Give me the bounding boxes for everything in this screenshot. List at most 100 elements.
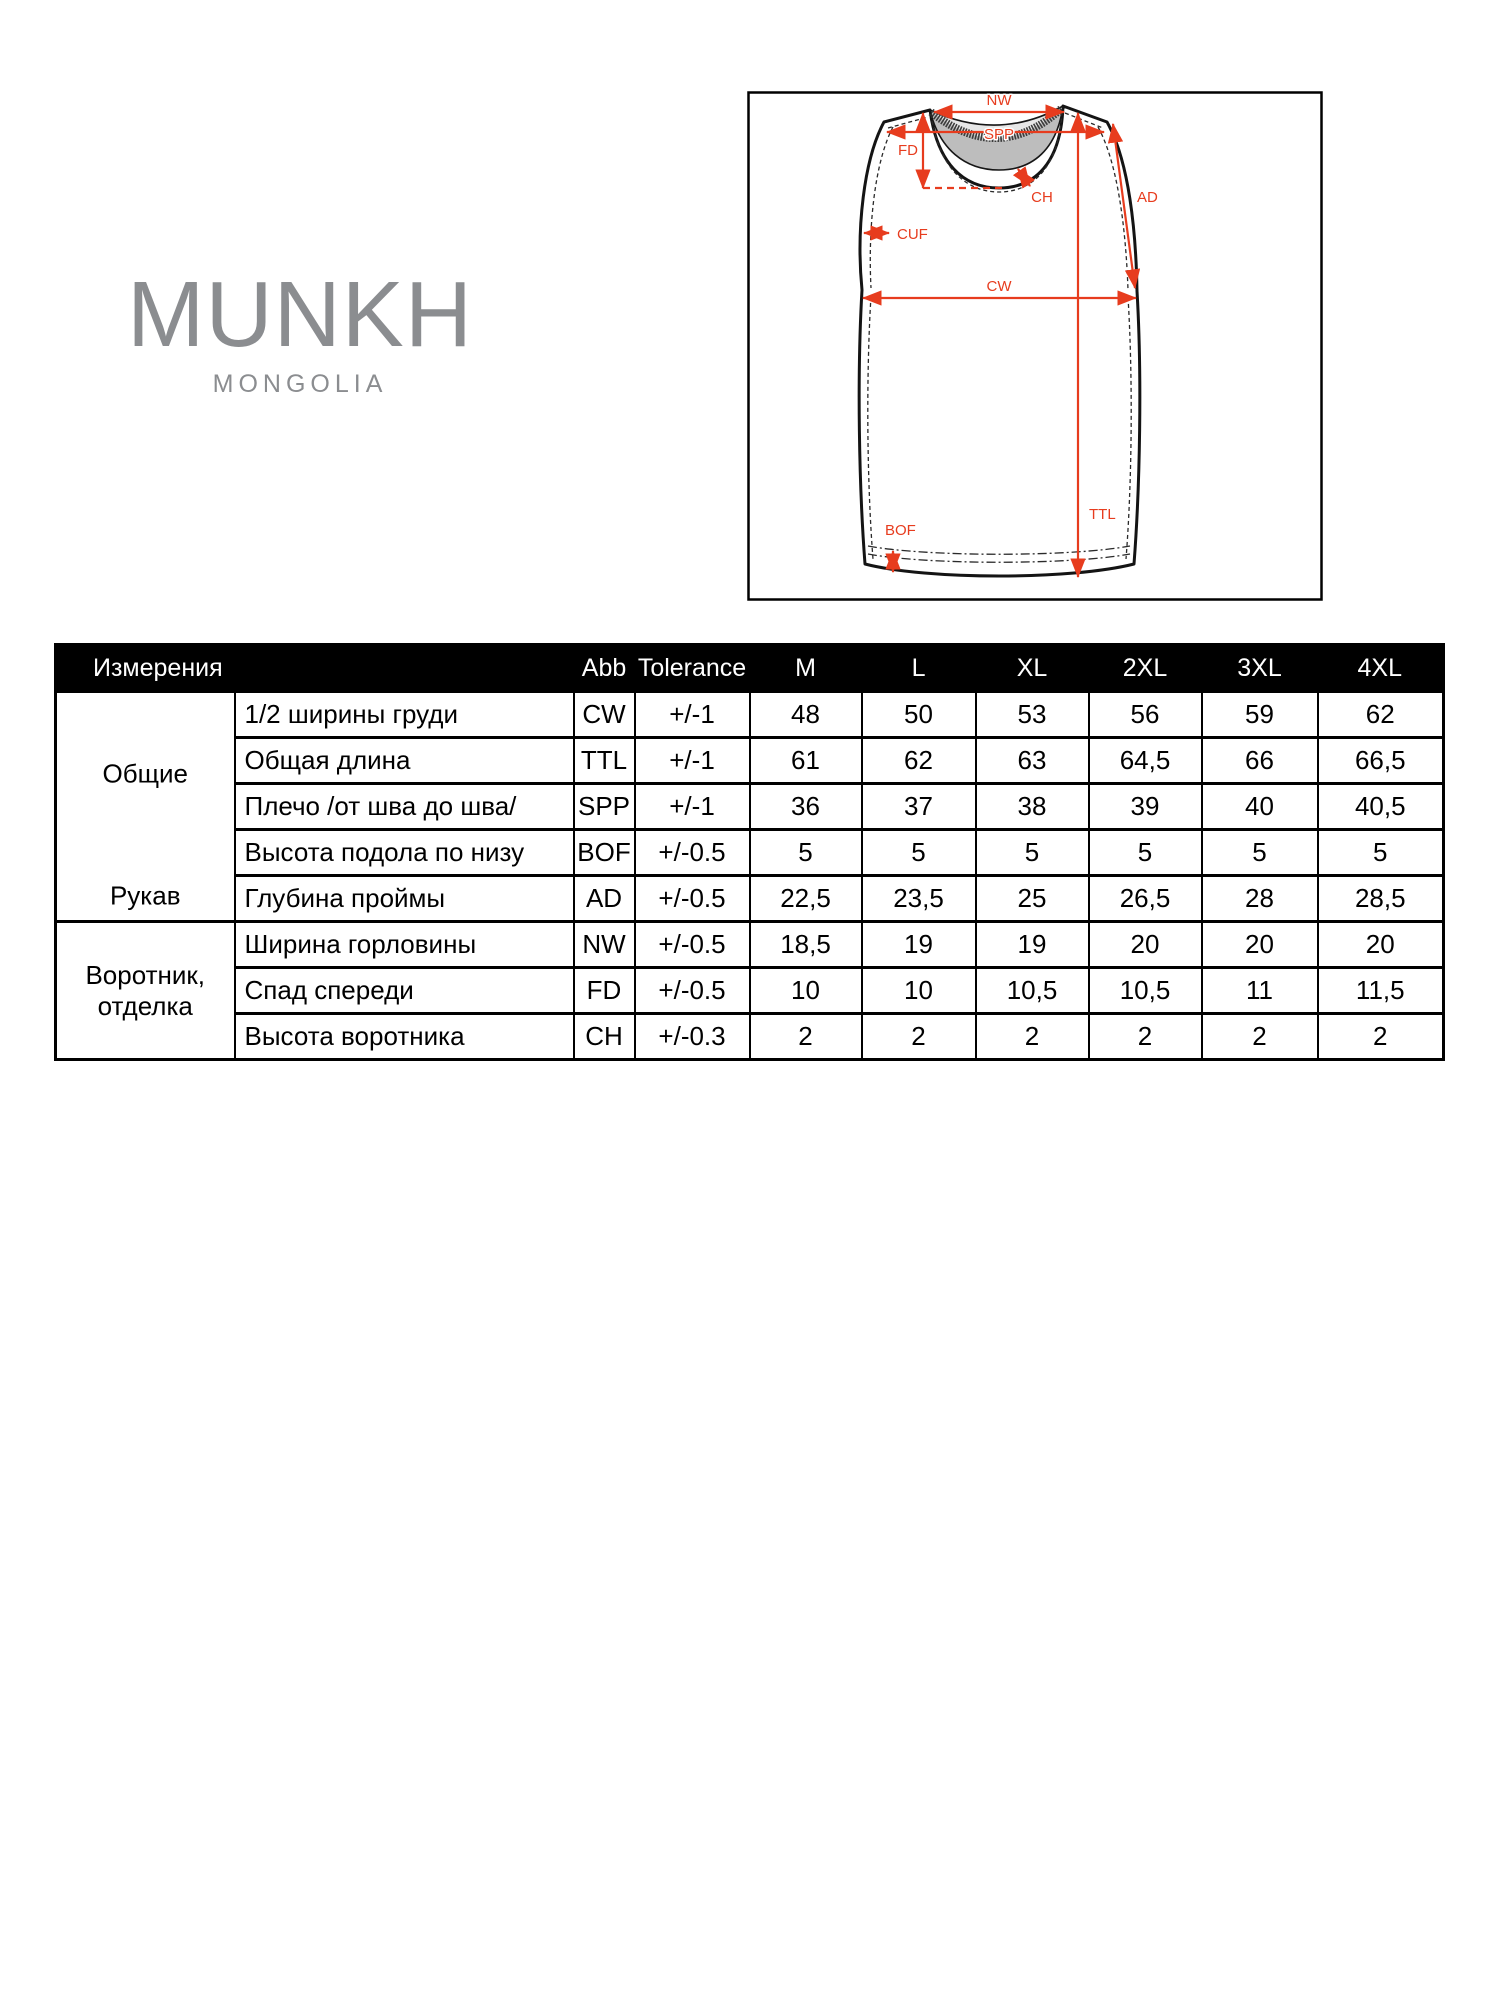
value-cell: 2 — [974, 1012, 1090, 1061]
group-cell-collar-trim: Воротник, отделка — [54, 920, 236, 1061]
value-cell: 36 — [748, 782, 863, 831]
size-chart-table-wrap: Измерения Abb Tolerance M L XL 2XL 3XL 4… — [54, 643, 1446, 1061]
header-size-2xl: 2XL — [1088, 644, 1202, 692]
abbreviation-cell: CH — [572, 1012, 636, 1061]
measurement-name: Общая длина — [233, 736, 575, 785]
abbreviation-cell: NW — [572, 920, 636, 969]
value-cell: 5 — [748, 828, 863, 877]
abbreviation-cell: AD — [572, 874, 636, 923]
value-cell: 22,5 — [748, 874, 863, 923]
value-cell: 28 — [1200, 874, 1319, 923]
header-size-m: M — [749, 644, 862, 692]
value-cell: 20 — [1087, 920, 1203, 969]
value-cell: 28,5 — [1316, 874, 1445, 923]
value-cell: 19 — [860, 920, 977, 969]
value-cell: 61 — [748, 736, 863, 785]
header-size-xl: XL — [975, 644, 1089, 692]
value-cell: 25 — [974, 874, 1090, 923]
left-side-stitch — [867, 295, 874, 560]
table-row: Плечо /от шва до шва/ SPP +/-1 36 37 38 … — [56, 782, 1445, 831]
measurement-name: 1/2 ширины груди — [233, 690, 575, 739]
value-cell: 40,5 — [1316, 782, 1445, 831]
group-cell-general-sleeve: Общие Рукав — [54, 690, 236, 923]
measurement-name: Ширина горловины — [233, 920, 575, 969]
value-cell: 48 — [748, 690, 863, 739]
value-cell: 38 — [974, 782, 1090, 831]
header-tolerance: Tolerance — [634, 644, 750, 692]
value-cell: 2 — [1087, 1012, 1203, 1061]
measurement-name: Высота воротника — [233, 1012, 575, 1061]
abbreviation-cell: BOF — [572, 828, 636, 877]
group-label-collar-line1: Воротник, — [85, 959, 206, 990]
tolerance-cell: +/-0.5 — [633, 874, 751, 923]
tolerance-cell: +/-0.5 — [633, 966, 751, 1015]
value-cell: 11,5 — [1316, 966, 1445, 1015]
right-side-stitch — [1125, 296, 1132, 560]
value-cell: 59 — [1200, 690, 1319, 739]
value-cell: 40 — [1200, 782, 1319, 831]
table-row: Высота воротника CH +/-0.3 2 2 2 2 2 2 — [56, 1012, 1445, 1061]
nw-label: NW — [987, 92, 1013, 109]
measurement-name: Глубина проймы — [233, 874, 575, 923]
ch-label: CH — [1031, 189, 1053, 206]
header-size-4xl: 4XL — [1317, 644, 1444, 692]
header-size-3xl: 3XL — [1201, 644, 1318, 692]
table-row: Воротник, отделка Ширина горловины NW +/… — [54, 920, 1445, 1061]
group-label-sleeve: Рукав — [109, 880, 181, 911]
value-cell: 26,5 — [1087, 874, 1203, 923]
value-cell: 20 — [1200, 920, 1319, 969]
value-cell: 63 — [974, 736, 1090, 785]
ad-arrow — [1107, 122, 1141, 290]
tolerance-cell: +/-1 — [633, 736, 751, 785]
size-chart-table: Измерения Abb Tolerance M L XL 2XL 3XL 4… — [54, 643, 1446, 1061]
abbreviation-cell: CW — [572, 690, 636, 739]
bof-label: BOF — [885, 522, 916, 539]
tolerance-cell: +/-0.5 — [633, 828, 751, 877]
value-cell: 10 — [860, 966, 977, 1015]
header-row: Измерения Abb Tolerance M L XL 2XL 3XL 4… — [55, 644, 1444, 692]
ch-arrow — [1012, 166, 1036, 189]
tank-top-drawing: NW SPP FD CH AD CUF CW TTL BOF — [747, 91, 1323, 601]
value-cell: 10 — [748, 966, 863, 1015]
value-cell: 10,5 — [1087, 966, 1203, 1015]
value-cell: 37 — [860, 782, 977, 831]
value-cell: 2 — [1316, 1012, 1445, 1061]
ttl-label: TTL — [1089, 506, 1116, 523]
hem-stitch-lower — [867, 553, 1131, 563]
table-row: Общая длина TTL +/-1 61 62 63 64,5 66 66… — [56, 736, 1445, 785]
spp-label: SPP — [984, 126, 1014, 143]
value-cell: 23,5 — [860, 874, 977, 923]
brand-logo: MUNKH MONGOLIA — [124, 268, 476, 399]
brand-subtitle: MONGOLIA — [212, 370, 388, 398]
value-cell: 2 — [748, 1012, 863, 1061]
tolerance-cell: +/-1 — [633, 782, 751, 831]
value-cell: 2 — [1200, 1012, 1319, 1061]
tolerance-cell: +/-0.3 — [633, 1012, 751, 1061]
value-cell: 11 — [1200, 966, 1319, 1015]
value-cell: 66 — [1200, 736, 1319, 785]
value-cell: 5 — [1087, 828, 1203, 877]
value-cell: 39 — [1087, 782, 1203, 831]
value-cell: 5 — [860, 828, 977, 877]
right-armhole-stitch — [1097, 126, 1129, 291]
cw-label: CW — [987, 278, 1013, 295]
hem-stitch-upper — [867, 545, 1131, 555]
cuf-label: CUF — [897, 226, 928, 243]
table-row: Глубина проймы AD +/-0.5 22,5 23,5 25 26… — [56, 874, 1445, 923]
ad-label: AD — [1137, 189, 1158, 206]
value-cell: 5 — [974, 828, 1090, 877]
group-label-collar-line2: отделка — [97, 990, 193, 1021]
garment-measurement-diagram: NW SPP FD CH AD CUF CW TTL BOF — [747, 91, 1323, 601]
header-measurements: Измерения — [55, 644, 574, 692]
measurement-name: Спад спереди — [233, 966, 575, 1015]
value-cell: 10,5 — [974, 966, 1090, 1015]
value-cell: 5 — [1316, 828, 1445, 877]
group-label-general: Общие — [102, 758, 189, 789]
value-cell: 20 — [1316, 920, 1445, 969]
abbreviation-cell: TTL — [572, 736, 636, 785]
value-cell: 56 — [1087, 690, 1203, 739]
table-row: Общие Рукав 1/2 ширины груди CW +/-1 48 … — [54, 690, 1445, 923]
fd-label: FD — [898, 142, 918, 159]
value-cell: 66,5 — [1316, 736, 1445, 785]
